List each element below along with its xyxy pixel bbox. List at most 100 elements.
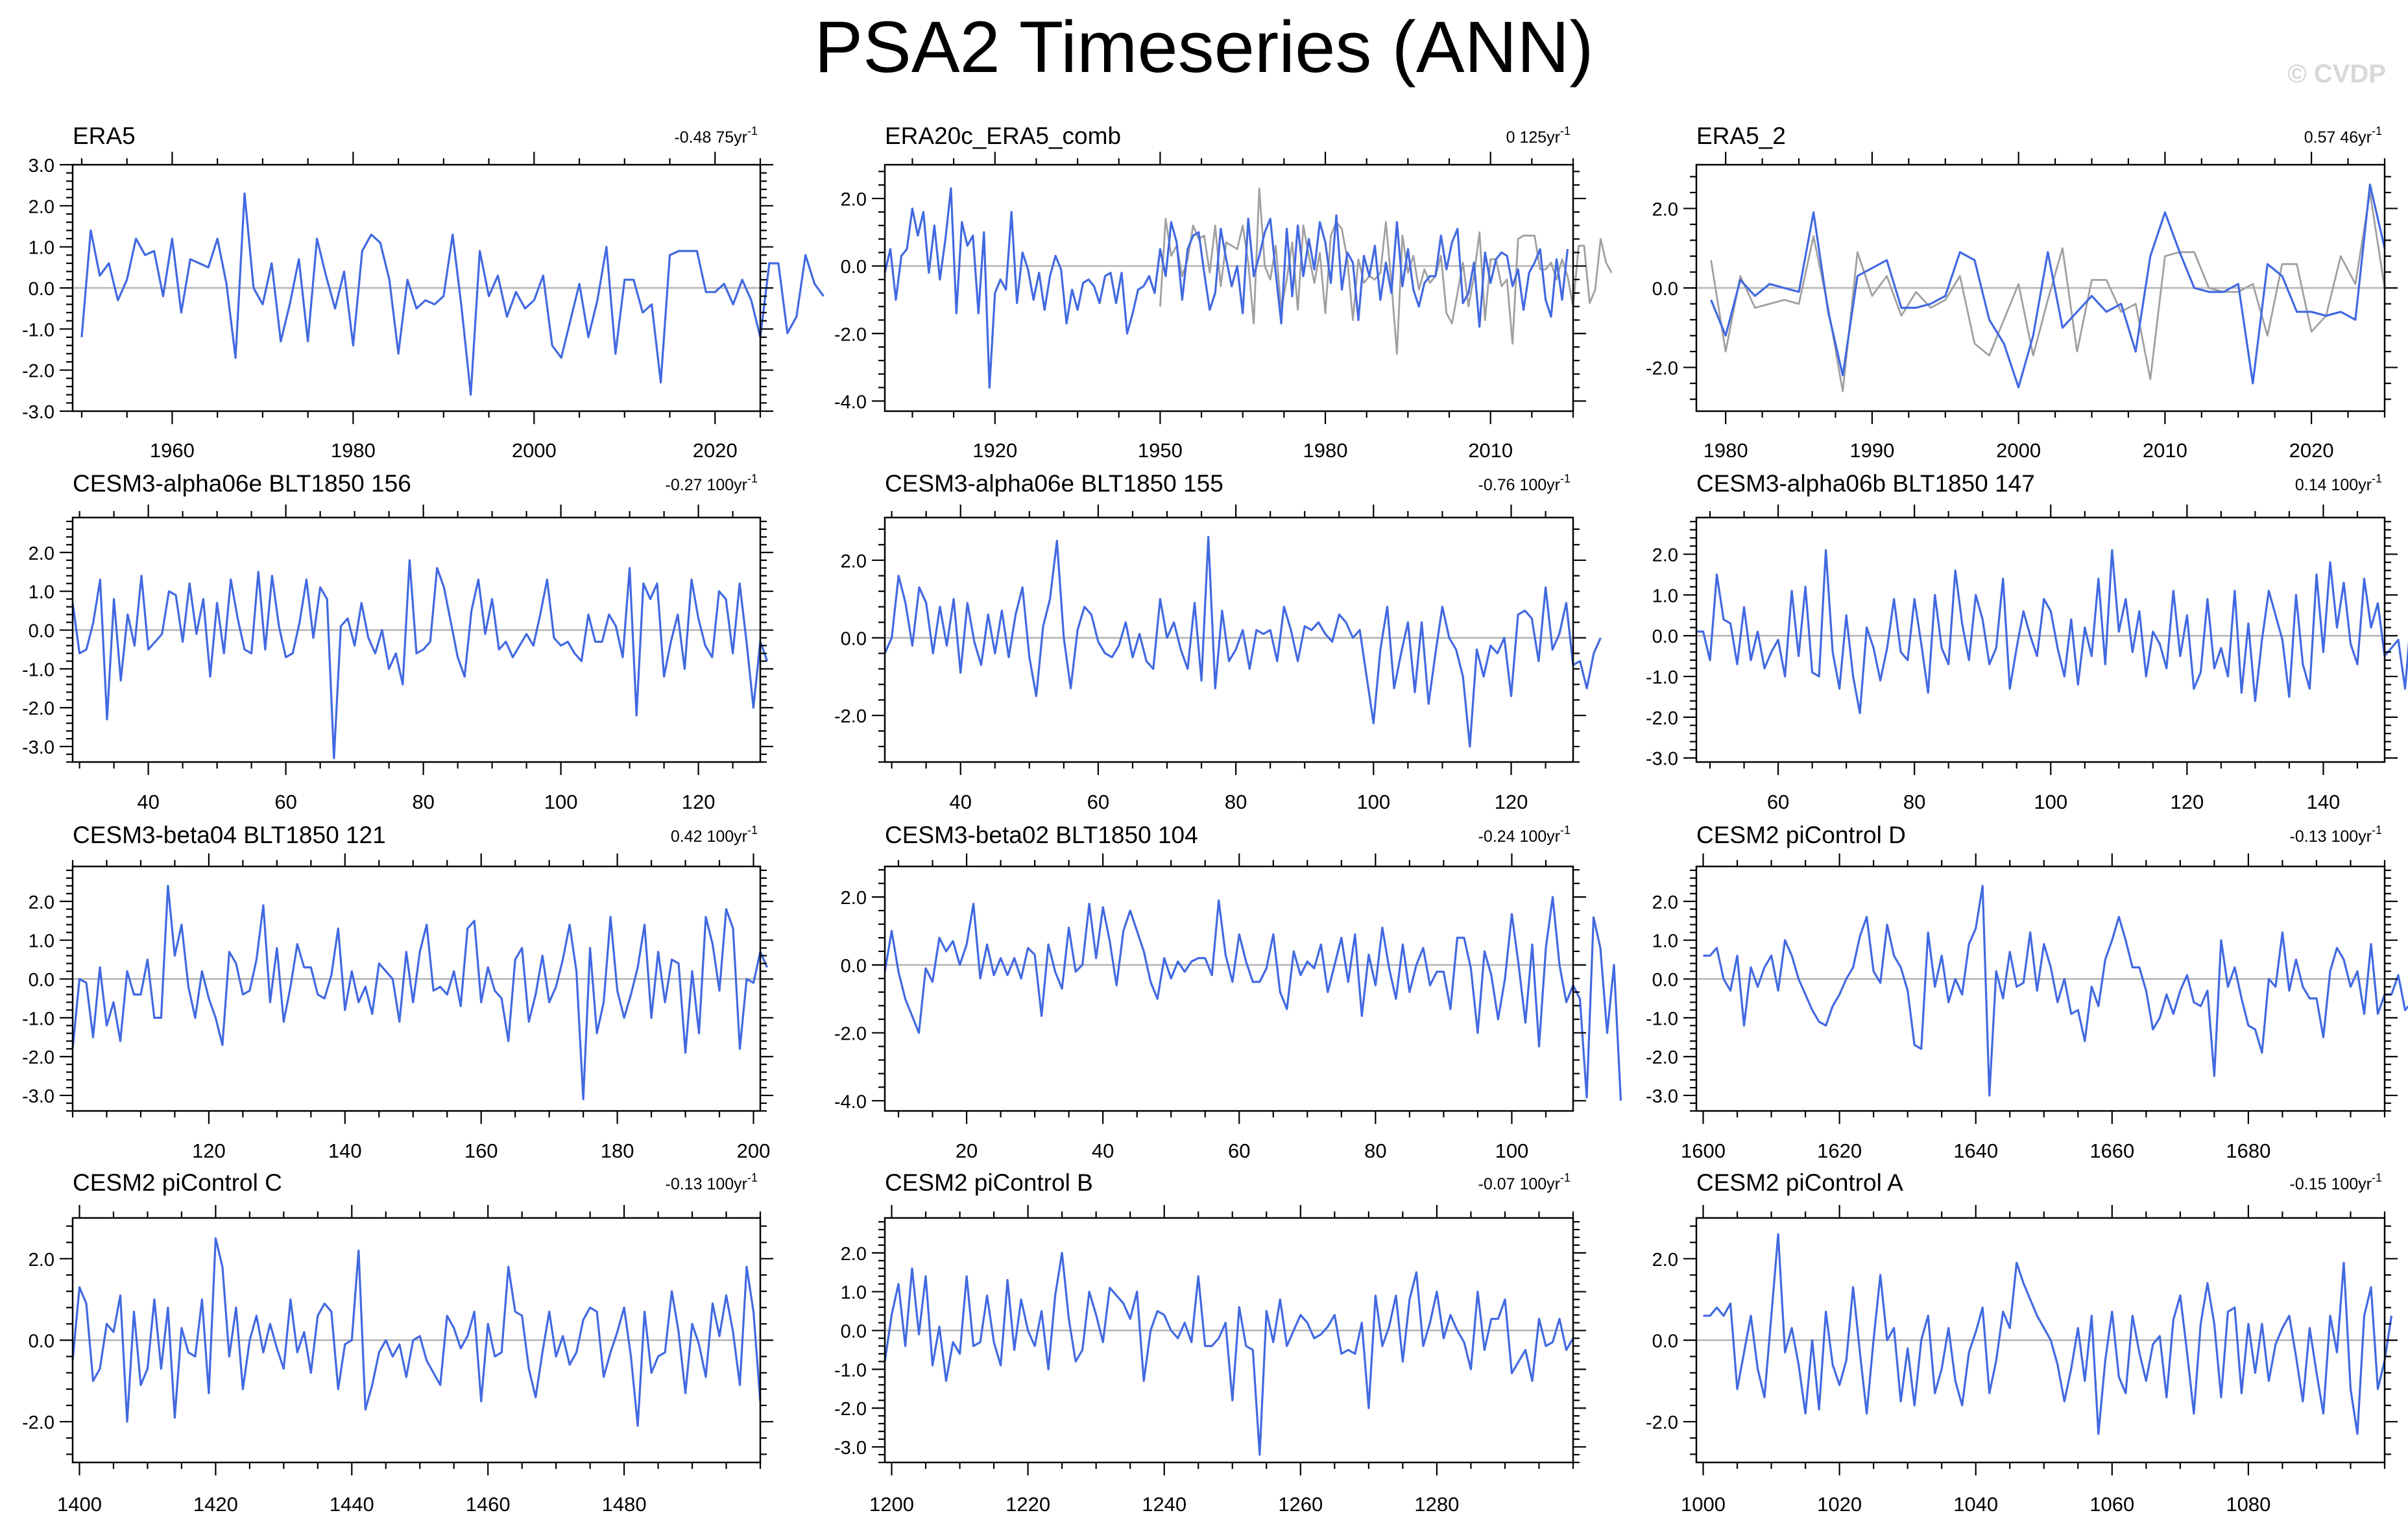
model-series-line: [80, 192, 825, 396]
model-series-line: [884, 536, 1602, 748]
model-series-line: [1696, 549, 2408, 715]
x-tick-label: 1080: [2226, 1493, 2270, 1516]
x-tick-label: 1420: [193, 1493, 238, 1516]
panel-title: CESM2 piControl D: [1696, 822, 1906, 848]
x-tick-label: 200: [737, 1139, 771, 1162]
y-tick-label: -2.0: [834, 324, 867, 345]
y-tick-label: 2.0: [1652, 1250, 1678, 1270]
trend-label: -0.24 100yr-1: [1478, 824, 1571, 846]
x-tick-label: 80: [1903, 791, 1925, 813]
y-tick-label: 0.0: [841, 257, 867, 278]
trend-label: -0.07 100yr-1: [1478, 1171, 1571, 1193]
y-tick-label: 0.0: [841, 629, 867, 650]
y-tick-label: 1.0: [29, 931, 54, 952]
panel-6: 120 140 160 180 200 -3.0 -2.0 -1.0 0.0 1.0 2.0 CESM…: [22, 822, 773, 1162]
x-tick-label: 1240: [1142, 1493, 1186, 1516]
x-tick-label: 120: [682, 791, 716, 813]
y-tick-label: -2.0: [22, 1047, 54, 1068]
y-tick-label: 1.0: [29, 582, 54, 603]
x-tick-label: 160: [464, 1139, 498, 1162]
x-tick-label: 1440: [330, 1493, 374, 1516]
y-tick-label: -2.0: [22, 361, 54, 382]
x-tick-label: 1680: [2226, 1139, 2270, 1162]
panel-1: 1920 1950 1980 2010 -4.0 -2.0 0.0 2.0 ERA20c_ERA…: [834, 123, 1613, 462]
panel-10: 1200 1220 1240 1260 1280 -3.0 -2.0 -1.0 0.0 1.0 2.…: [834, 1169, 1586, 1516]
panel-5: 60 80 100 120 140 -3.0 -2.0 -1.0 0.0 1.0 2.0 CESM3-…: [1646, 470, 2408, 813]
x-tick-label: 1460: [466, 1493, 511, 1516]
y-tick-label: -2.0: [22, 698, 54, 719]
y-tick-label: -1.0: [1646, 667, 1678, 688]
trend-label: -0.15 100yr-1: [2290, 1171, 2382, 1193]
trend-label: 0.57 46yr-1: [2304, 125, 2382, 147]
x-tick-label: 80: [412, 791, 434, 813]
plot-frame: [884, 1217, 1574, 1464]
x-tick-label: 80: [1225, 791, 1247, 813]
y-tick-label: -2.0: [1646, 1047, 1678, 1068]
model-series-line: [884, 1252, 1574, 1456]
plot-frame: [71, 865, 762, 1112]
x-tick-label: 120: [1495, 791, 1528, 813]
x-tick-label: 100: [1356, 791, 1390, 813]
x-tick-label: 1000: [1681, 1493, 1726, 1516]
y-tick-label: -3.0: [22, 1086, 54, 1107]
y-tick-label: 2.0: [29, 892, 54, 913]
x-tick-label: 1260: [1278, 1493, 1323, 1516]
x-tick-label: 1040: [1953, 1493, 1998, 1516]
x-tick-label: 40: [1092, 1139, 1114, 1162]
y-tick-label: 0.0: [1652, 626, 1678, 647]
x-tick-label: 1660: [2089, 1139, 2134, 1162]
x-tick-label: 1960: [150, 439, 195, 462]
obs-series-line: [1159, 187, 1613, 355]
y-tick-label: -1.0: [22, 320, 54, 340]
x-tick-label: 140: [2307, 791, 2341, 813]
y-tick-label: 1.0: [1652, 586, 1678, 606]
y-tick-label: 0.0: [841, 1322, 867, 1342]
y-tick-label: -2.0: [22, 1413, 54, 1433]
y-tick-label: -3.0: [834, 1438, 867, 1459]
x-tick-label: 80: [1364, 1139, 1386, 1162]
x-tick-label: 40: [949, 791, 971, 813]
x-tick-label: 1200: [869, 1493, 914, 1516]
y-tick-label: 1.0: [841, 1283, 867, 1304]
y-tick-label: 2.0: [1652, 199, 1678, 220]
panel-title: CESM3-beta04 BLT1850 121: [73, 822, 386, 848]
y-tick-label: 0.0: [841, 956, 867, 977]
y-tick-label: -2.0: [834, 1399, 867, 1420]
y-tick-label: -2.0: [1646, 359, 1678, 379]
y-tick-label: -4.0: [834, 1091, 867, 1112]
x-tick-label: 1480: [602, 1493, 647, 1516]
x-tick-label: 60: [274, 791, 296, 813]
model-series-line: [1703, 1233, 2393, 1435]
y-tick-label: 0.0: [29, 279, 54, 300]
y-tick-label: 0.0: [29, 1331, 54, 1352]
x-tick-label: 1980: [1704, 439, 1748, 462]
trend-label: 0.14 100yr-1: [2295, 472, 2382, 494]
trend-label: -0.27 100yr-1: [666, 472, 758, 494]
panel-9: 1400 1420 1440 1460 1480 -2.0 0.0 2.0 CESM2 piCo…: [22, 1169, 773, 1516]
x-tick-label: 1980: [1303, 439, 1348, 462]
plot-frame: [1695, 865, 2386, 1112]
panel-title: CESM2 piControl A: [1696, 1169, 1903, 1196]
x-tick-label: 60: [1087, 791, 1109, 813]
y-tick-label: -3.0: [22, 737, 54, 758]
x-tick-label: 20: [956, 1139, 978, 1162]
y-tick-label: 3.0: [29, 156, 54, 176]
trend-label: -0.13 100yr-1: [666, 1171, 758, 1193]
watermark: © CVDP: [2287, 60, 2386, 88]
model-series-line: [1703, 885, 2408, 1097]
y-tick-label: -2.0: [834, 706, 867, 727]
plot-frame: [884, 516, 1574, 763]
y-tick-label: -2.0: [1646, 1413, 1678, 1433]
x-tick-label: 1400: [57, 1493, 102, 1516]
panel-2: 1980 1990 2000 2010 2020 -2.0 0.0 2.0 ERA5_2 0.57…: [1646, 123, 2398, 462]
panel-title: CESM2 piControl C: [73, 1169, 282, 1196]
y-tick-label: 2.0: [1652, 892, 1678, 913]
y-tick-label: -3.0: [1646, 1086, 1678, 1107]
panel-title: CESM3-alpha06b BLT1850 147: [1696, 470, 2035, 497]
x-tick-label: 1220: [1005, 1493, 1050, 1516]
y-tick-label: -1.0: [22, 1008, 54, 1029]
panel-7: 20 40 60 80 100 -4.0 -2.0 0.0 2.0 CESM3-beta02 BL…: [834, 822, 1622, 1162]
plot-frame: [71, 516, 762, 763]
y-tick-label: 1.0: [1652, 931, 1678, 952]
panel-title: CESM2 piControl B: [885, 1169, 1093, 1196]
